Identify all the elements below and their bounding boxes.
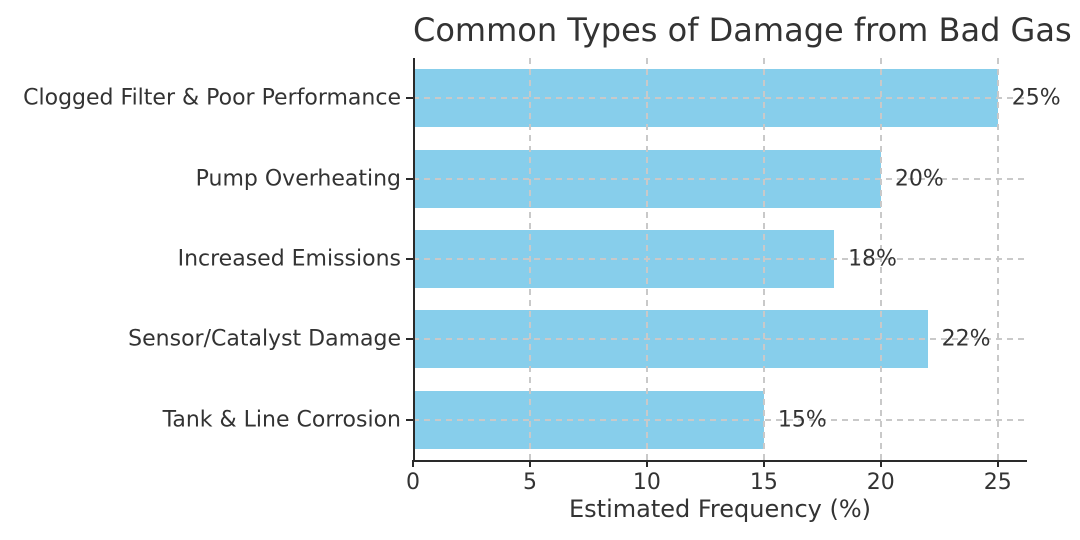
x-tick-mark [879,460,882,467]
x-tick-mark [762,460,765,467]
x-gridline [996,58,999,460]
bar-value-label: 20% [894,166,944,192]
y-gridline [413,97,1027,100]
y-tick-mark [406,258,413,260]
bar-value-label: 15% [777,407,827,433]
x-axis-label: Estimated Frequency (%) [568,495,871,523]
x-tick-label: 0 [406,470,420,495]
x-tick-mark [528,460,531,467]
category-label: Pump Overheating [195,166,401,192]
bar-value-label: 25% [1011,85,1061,111]
category-label: Increased Emissions [177,246,401,272]
x-tick-label: 20 [866,470,895,495]
y-tick-mark [406,418,413,421]
category-label: Tank & Line Corrosion [162,407,401,433]
plot-area: Clogged Filter & Poor Performance 25% Pump… [23,58,1061,495]
x-gridline [762,58,765,460]
x-axis-spine [413,460,1027,462]
bar-value-label: 22% [941,326,991,352]
x-gridline [645,58,648,460]
category-label: Clogged Filter & Poor Performance [23,85,401,111]
y-gridline [413,418,1027,421]
bar-value-label: 18% [848,246,897,272]
x-tick-label: 15 [749,470,778,495]
y-gridline [413,338,1027,341]
x-tick-label: 5 [522,470,537,495]
category-label: Sensor/Catalyst Damage [128,326,401,352]
y-gridline [413,258,1027,260]
y-tick-mark [406,338,413,341]
y-tick-mark [406,97,413,100]
chart-title: Common Types of Damage from Bad Gas [413,11,1072,49]
y-tick-mark [406,177,413,180]
x-gridline [879,58,882,460]
x-tick-mark [412,460,414,467]
y-gridline [413,177,1027,180]
x-gridline [528,58,531,460]
x-tick-label: 25 [983,470,1012,495]
x-tick-label: 10 [632,470,661,495]
y-axis-spine [413,58,415,460]
x-tick-mark [996,460,999,467]
x-tick-mark [645,460,648,467]
